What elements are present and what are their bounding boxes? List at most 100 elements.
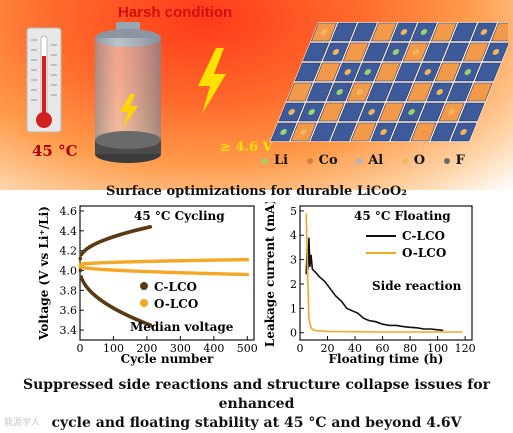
lightning-bolt-icon <box>198 48 226 114</box>
x-tick-label: 0 <box>297 342 304 355</box>
lattice-atom <box>408 109 415 115</box>
lattice-cell <box>314 62 341 82</box>
legend-item-co: Co <box>306 153 338 168</box>
legend-label: F <box>455 153 465 168</box>
chart-title: 45 °C Floating <box>354 209 451 223</box>
legend-label: O <box>413 153 426 168</box>
lattice-atom <box>344 69 352 75</box>
x-tick-label: 300 <box>170 342 191 355</box>
chart-annotation: Median voltage <box>130 320 234 334</box>
legend-label-c-lco: C-LCO <box>402 229 445 243</box>
y-tick-label: 2 <box>290 278 297 291</box>
lattice-cell <box>286 82 313 102</box>
lattice-cell <box>390 122 417 142</box>
lattice-atom <box>420 29 428 35</box>
lattice-cell <box>306 82 333 102</box>
legend-label: Co <box>318 153 338 168</box>
y-tick-label: 4.6 <box>60 205 78 218</box>
lattice-atom <box>308 109 315 115</box>
legend-label-o-lco: O-LCO <box>154 297 198 311</box>
lattice-cell <box>378 102 405 122</box>
legend-item-al: Al <box>356 153 383 168</box>
legend-label-o-lco: O-LCO <box>402 246 446 260</box>
x-tick-label: 500 <box>237 342 258 355</box>
x-tick-label: 80 <box>403 342 417 355</box>
lattice-cell <box>446 82 473 102</box>
lattice-atom <box>332 49 340 55</box>
legend-label-c-lco: C-LCO <box>154 280 197 294</box>
data-point <box>245 257 250 262</box>
floating-chart: 0 20 40 60 80 100 120 0 1 2 3 4 5 45 °C Floating Sid… <box>263 202 476 366</box>
lattice-cell <box>330 122 357 142</box>
conclusion-line-2: cycle and floating stability at 45 °C an… <box>51 415 462 431</box>
data-point <box>78 256 83 261</box>
battery-icon <box>95 22 161 163</box>
lattice-atom <box>368 109 375 115</box>
y-tick-label: 4.0 <box>60 265 78 278</box>
plot-frame <box>299 205 473 341</box>
lattice-cell <box>442 42 469 62</box>
lattice-cell <box>342 42 369 62</box>
x-axis-label: Cycle number <box>121 352 214 366</box>
li-dot-icon <box>262 157 268 164</box>
data-point <box>78 268 83 273</box>
x-tick-label: 100 <box>103 342 124 355</box>
x-tick-label: 60 <box>376 342 390 355</box>
watermark: 能源学人 <box>4 418 41 428</box>
lattice-cell <box>330 22 358 42</box>
lattice-cell <box>434 62 461 82</box>
y-tick-label: 3.8 <box>60 284 78 297</box>
chart-annotation: Side reaction <box>372 279 462 293</box>
lattice-atom <box>464 69 472 75</box>
lattice-cell <box>490 22 508 42</box>
crystal-structure-illustration <box>269 22 508 142</box>
lattice-atom <box>356 89 363 95</box>
x-tick-label: 100 <box>427 342 448 355</box>
lattice-cell <box>386 82 413 102</box>
series-line <box>305 237 444 332</box>
lattice-cell <box>430 22 458 42</box>
chart-title: 45 °C Cycling <box>134 209 225 223</box>
lattice-cell <box>362 42 389 62</box>
x-tick-label: 400 <box>203 342 224 355</box>
temperature-label: 45 °C <box>32 142 78 160</box>
lattice-atom <box>412 49 420 55</box>
lattice-atom <box>392 49 400 55</box>
lattice-cell <box>430 122 457 142</box>
legend-item-o: O <box>401 153 426 168</box>
y-axis-label: Leakage current (mA) <box>263 202 277 347</box>
lattice-cell <box>350 122 377 142</box>
y-tick-label: 4.4 <box>60 225 78 238</box>
lattice-cell <box>462 42 489 62</box>
lattice-atom <box>280 129 287 135</box>
o-dot-icon <box>401 157 408 164</box>
lattice-atom <box>364 69 372 75</box>
lattice-atom <box>288 109 295 115</box>
harsh-condition-label: Harsh condition <box>118 4 233 21</box>
lattice-cell <box>374 62 401 82</box>
lattice-atom <box>492 49 500 55</box>
lattice-cell <box>370 22 398 42</box>
lattice-cell <box>450 22 478 42</box>
lattice-atom <box>320 29 328 35</box>
y-axis-label: Voltage (V vs Li⁺/Li) <box>37 206 51 341</box>
lattice-cell <box>338 102 365 122</box>
lattice-cell <box>310 122 337 142</box>
lattice-cell <box>406 82 433 102</box>
y-tick-label: 3.6 <box>60 304 78 317</box>
y-tick-label: 3.4 <box>60 324 78 337</box>
lattice-cell <box>422 42 449 62</box>
co-dot-icon <box>306 157 313 164</box>
legend-marker-o-lco <box>140 299 148 307</box>
y-tick-label: 4 <box>290 229 297 242</box>
lattice-cell <box>410 122 437 142</box>
lattice-cell <box>394 62 421 82</box>
lattice-atom <box>436 89 443 95</box>
legend-label: Li <box>274 153 289 168</box>
lattice-cell <box>294 62 321 82</box>
y-tick-label: 3 <box>290 254 297 267</box>
legend-item-li: Li <box>262 153 288 168</box>
lattice-atom <box>400 29 408 35</box>
lattice-atom <box>300 129 307 135</box>
y-tick-label: 5 <box>290 205 297 218</box>
